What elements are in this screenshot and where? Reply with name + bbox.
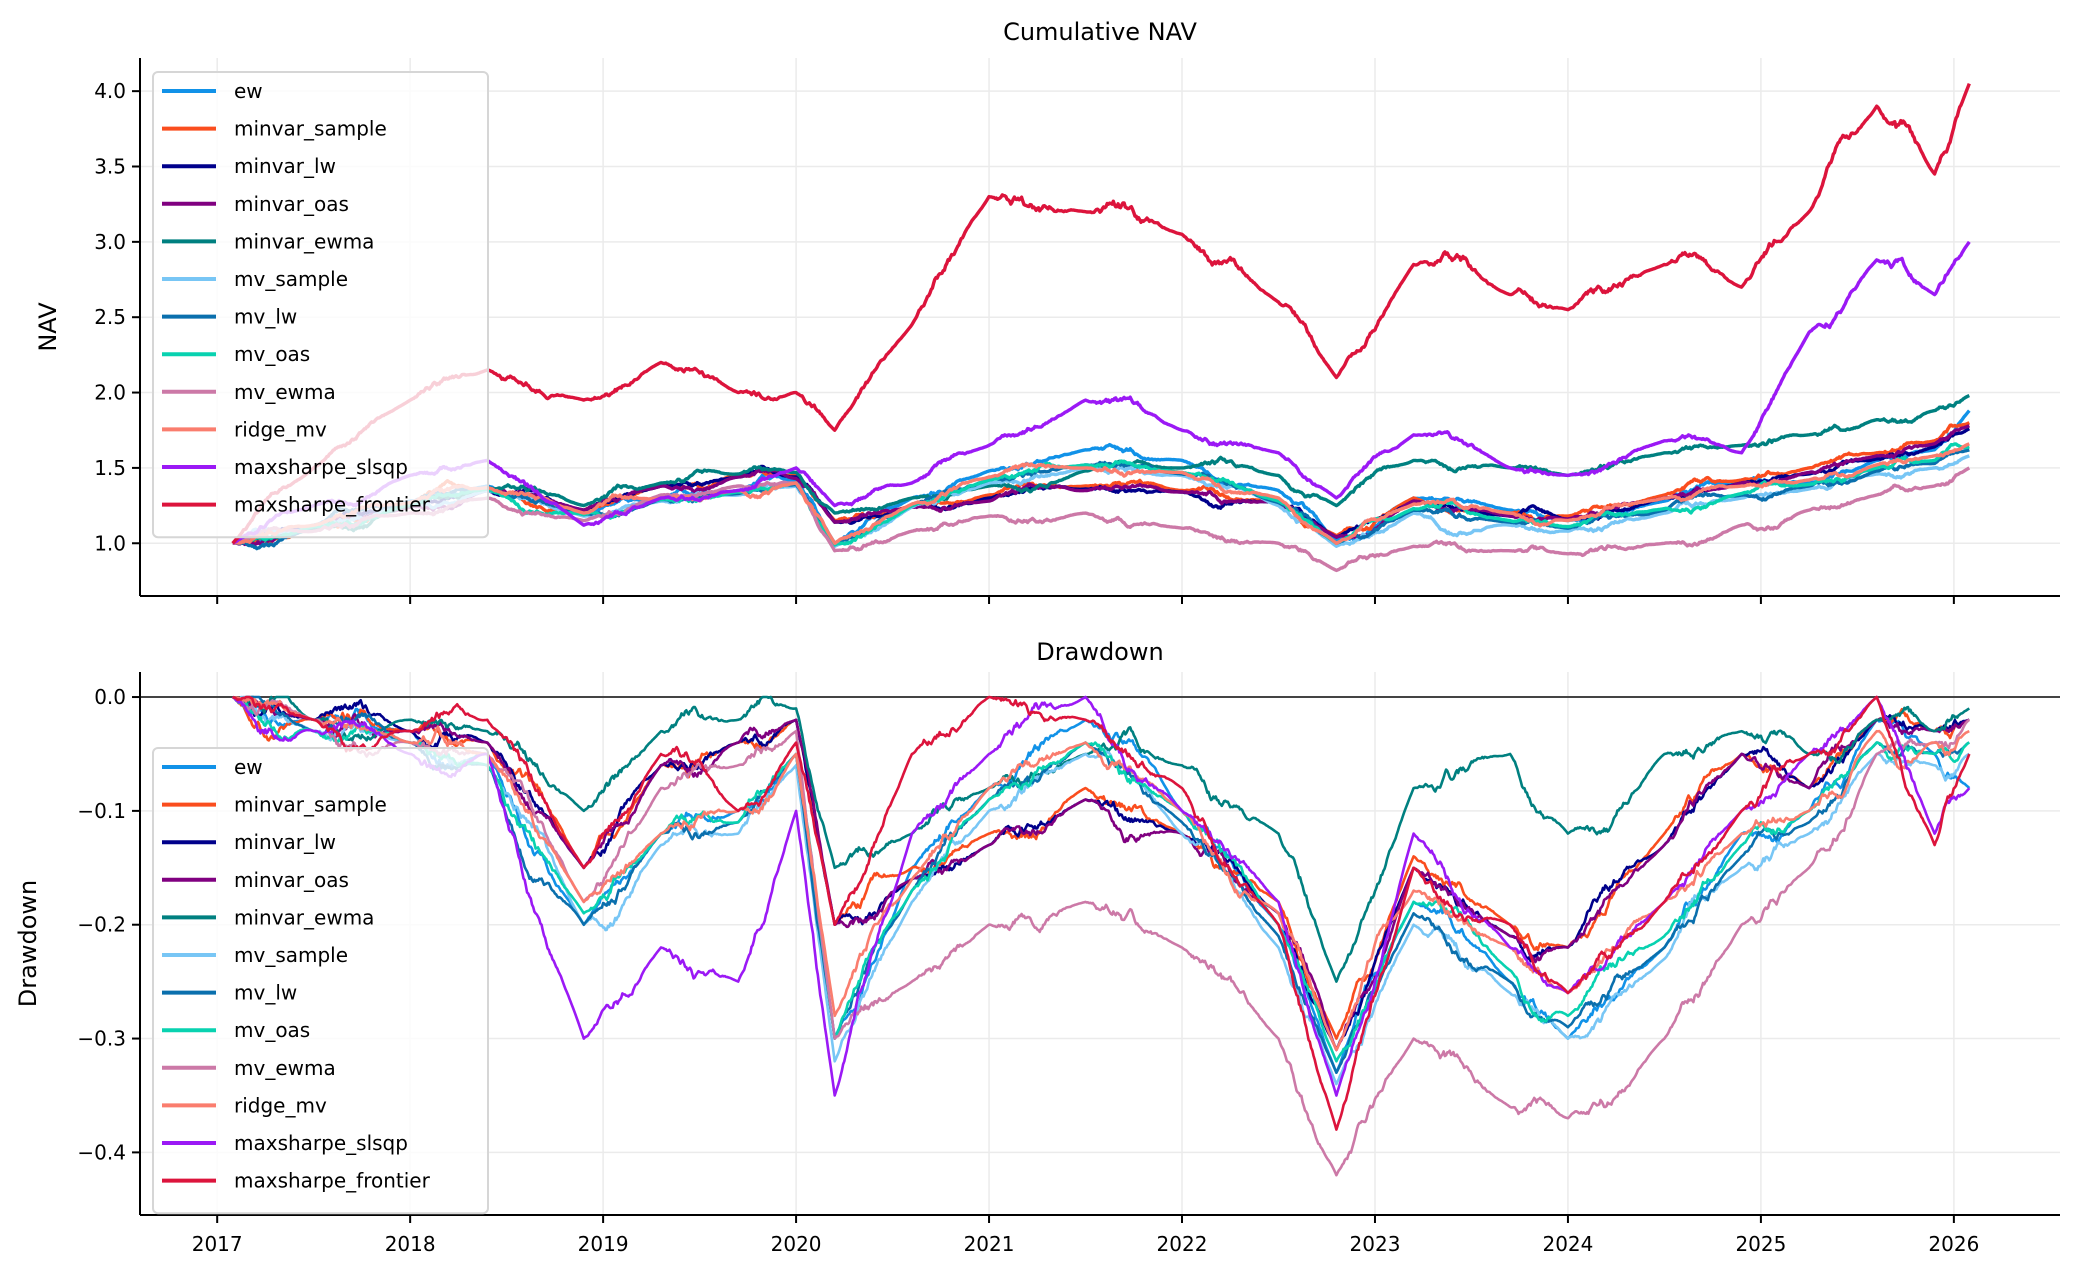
x-tick-label: 2023: [1350, 1232, 1401, 1256]
series-line-mv-oas: [232, 442, 1970, 547]
legend-label-minvar-oas: minvar_oas: [234, 192, 349, 216]
legend-label-mv-oas: mv_oas: [234, 342, 310, 366]
series-line-maxsharpe-slsqp: [231, 240, 1971, 545]
series-line-mv-ewma: [232, 695, 1971, 1177]
legend-label-mv-ewma: mv_ewma: [234, 1056, 336, 1080]
series-line-mv-lw: [231, 695, 1970, 1074]
legend-label-minvar-sample: minvar_sample: [234, 117, 387, 141]
nav-lines: [231, 82, 1971, 573]
series-line-minvar-ewma: [231, 695, 1971, 983]
legend-label-minvar-lw: minvar_lw: [234, 154, 336, 178]
x-tick-label: 2019: [578, 1232, 629, 1256]
legend-label-mv-ewma: mv_ewma: [234, 380, 336, 404]
series-line-ridge-mv: [232, 442, 1970, 545]
series-line-maxsharpe-frontier: [231, 82, 1971, 545]
drawdown-lines: [231, 695, 1971, 1177]
nav-title: Cumulative NAV: [1003, 18, 1197, 46]
y-tick-label: 1.5: [94, 456, 126, 480]
legend-label-maxsharpe-frontier: maxsharpe_frontier: [234, 493, 431, 517]
y-tick-label: 2.0: [94, 381, 126, 405]
series-line-maxsharpe-slsqp: [231, 695, 1971, 1097]
x-tick-label: 2026: [1928, 1232, 1979, 1256]
x-tick-label: 2020: [771, 1232, 822, 1256]
nav-panel: 1.0 1.5 2.0 2.5 3.0 3.5 4.0 Cumulative NAV NAV…: [34, 18, 2060, 604]
x-tick-label: 2017: [192, 1232, 243, 1256]
legend-label-mv-lw: mv_lw: [234, 305, 297, 329]
series-line-maxsharpe-frontier: [232, 695, 1971, 1131]
legend-label-maxsharpe-slsqp: maxsharpe_slsqp: [234, 455, 408, 479]
legend-label-mv-lw: mv_lw: [234, 981, 297, 1005]
legend-frame: [152, 71, 489, 539]
y-tick-label: 2.5: [94, 305, 126, 329]
x-tick-label: 2024: [1542, 1232, 1593, 1256]
x-tick-label: 2022: [1157, 1232, 1208, 1256]
legend-label-ridge-mv: ridge_mv: [234, 1093, 327, 1117]
legend-label-minvar-ewma: minvar_ewma: [234, 905, 374, 929]
drawdown-panel: 2017 2018 2019 2020 2021 2022 2023 2024 2025 2026…: [14, 638, 2060, 1256]
y-tick-label: −0.1: [77, 799, 126, 823]
y-tick-label: 3.5: [94, 155, 126, 179]
nav-legend: ew minvar_sample minvar_lw minvar_oasminvar…: [152, 71, 489, 539]
y-tick-label: −0.3: [77, 1027, 126, 1051]
legend-label-minvar-ewma: minvar_ewma: [234, 229, 374, 253]
series-line-minvar-sample: [231, 695, 1970, 1040]
legend-label-minvar-sample: minvar_sample: [234, 793, 387, 817]
legend-label-mv-oas: mv_oas: [234, 1018, 310, 1042]
drawdown-axes: 2017 2018 2019 2020 2021 2022 2023 2024 2025 2026…: [77, 672, 2060, 1256]
y-tick-label: −0.2: [77, 913, 126, 937]
series-line-ridge-mv: [232, 695, 1970, 1052]
legend-label-minvar-lw: minvar_lw: [234, 830, 336, 854]
nav-axes: 1.0 1.5 2.0 2.5 3.0 3.5 4.0: [94, 58, 2060, 604]
legend-label-minvar-oas: minvar_oas: [234, 868, 349, 892]
drawdown-legend: ew minvar_sample minvar_lw minvar_oasminvar…: [152, 747, 489, 1215]
legend-label-ridge-mv: ridge_mv: [234, 417, 327, 441]
series-line-minvar-oas: [231, 695, 1970, 1052]
drawdown-title: Drawdown: [1036, 638, 1163, 666]
legend-label-ew: ew: [234, 79, 263, 103]
y-tick-label: −0.4: [77, 1140, 126, 1164]
series-line-mv-sample: [231, 695, 1970, 1086]
y-tick-label: 4.0: [94, 79, 126, 103]
x-tick-label: 2025: [1735, 1232, 1786, 1256]
nav-ylabel: NAV: [34, 302, 62, 352]
y-tick-label: 1.0: [94, 531, 126, 555]
legend-label-ew: ew: [234, 755, 263, 779]
series-line-mv-ewma: [232, 466, 1971, 573]
x-tick-label: 2018: [385, 1232, 436, 1256]
y-tick-label: 0.0: [94, 685, 126, 709]
legend-label-mv-sample: mv_sample: [234, 267, 348, 291]
y-tick-label: 3.0: [94, 230, 126, 254]
series-line-mv-oas: [231, 695, 1970, 1063]
legend-label-maxsharpe-frontier: maxsharpe_frontier: [234, 1169, 431, 1193]
legend-label-mv-sample: mv_sample: [234, 943, 348, 967]
drawdown-ylabel: Drawdown: [14, 880, 42, 1007]
x-tick-label: 2021: [964, 1232, 1015, 1256]
legend-label-maxsharpe-slsqp: maxsharpe_slsqp: [234, 1131, 408, 1155]
legend-frame: [152, 747, 489, 1215]
